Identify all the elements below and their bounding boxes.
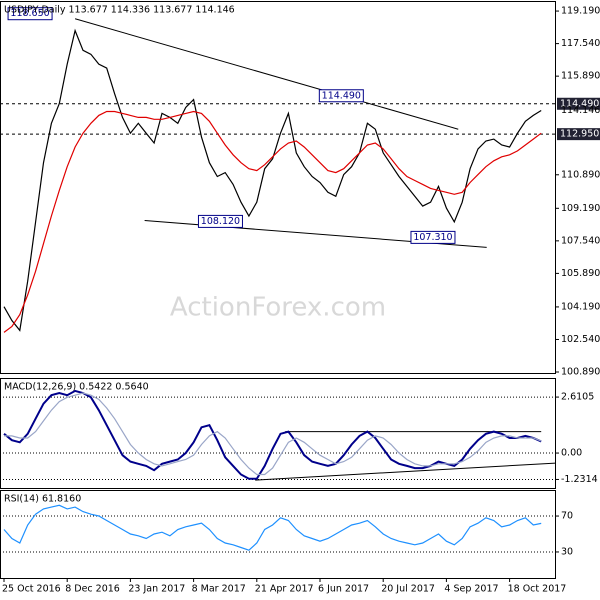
annotation-label: 108.120 — [201, 216, 240, 227]
annotation-box — [318, 89, 364, 103]
panel-frame — [0, 490, 556, 579]
panel-frame — [0, 1, 556, 374]
panel-title: USDJPY,Daily 113.677 114.336 113.677 114… — [4, 5, 235, 16]
y-tick-label: 30 — [561, 546, 573, 557]
x-tick-label: 25 Oct 2016 — [2, 584, 61, 595]
panel-title: RSI(14) 61.8160 — [4, 494, 81, 505]
y-tick-label: 115.890 — [561, 71, 600, 82]
x-tick-label: 18 Oct 2017 — [508, 584, 567, 595]
y-tick-label: 117.540 — [561, 38, 600, 49]
annotation-label: 118.650 — [10, 8, 49, 19]
annotation-label: 107.310 — [413, 232, 452, 243]
panel-frame — [0, 378, 556, 489]
last-price-label: 114.146 — [561, 105, 600, 116]
x-tick-label: 8 Mar 2017 — [192, 584, 246, 595]
y-tick-label: 104.190 — [561, 301, 600, 312]
x-tick-label: 6 Jun 2017 — [318, 584, 369, 595]
annotation-box — [197, 214, 243, 228]
y-tick-label: 102.540 — [561, 334, 600, 345]
y-tick-label: 100.890 — [561, 367, 600, 378]
x-tick-label: 4 Sep 2017 — [444, 584, 498, 595]
series-line — [3, 389, 542, 480]
x-tick-label: 8 Dec 2016 — [65, 584, 120, 595]
annotation-box — [410, 230, 456, 244]
series-line — [3, 110, 542, 333]
y-tick-label: 119.190 — [561, 6, 600, 17]
x-tick-label: 21 Apr 2017 — [255, 584, 314, 595]
watermark: ActionForex.com — [170, 293, 386, 323]
level-label-box — [557, 128, 600, 141]
y-tick-label: 107.540 — [561, 235, 600, 246]
y-tick-label: 110.890 — [561, 169, 600, 180]
annotation-box — [7, 7, 53, 21]
y-tick-label: 105.890 — [561, 268, 600, 279]
x-tick-label: 20 Jul 2017 — [381, 584, 435, 595]
y-tick-label: 2.6105 — [561, 392, 594, 403]
level-label: 114.490 — [560, 98, 599, 109]
y-tick-label: 70 — [561, 511, 573, 522]
level-label: 112.950 — [560, 129, 599, 140]
x-tick-label: 23 Jan 2017 — [128, 584, 185, 595]
y-tick-label: -1.2314 — [561, 474, 598, 485]
series-line — [4, 392, 542, 476]
trendline — [74, 18, 459, 130]
level-label-box — [557, 97, 600, 110]
trendline — [255, 462, 556, 481]
panel-title: MACD(12,26,9) 0.5422 0.5640 — [4, 382, 149, 393]
series-line — [3, 504, 542, 551]
y-tick-label: 109.190 — [561, 203, 600, 214]
annotation-label: 114.490 — [322, 90, 361, 101]
series-line — [3, 28, 542, 332]
y-tick-label: 0.00 — [561, 448, 582, 459]
